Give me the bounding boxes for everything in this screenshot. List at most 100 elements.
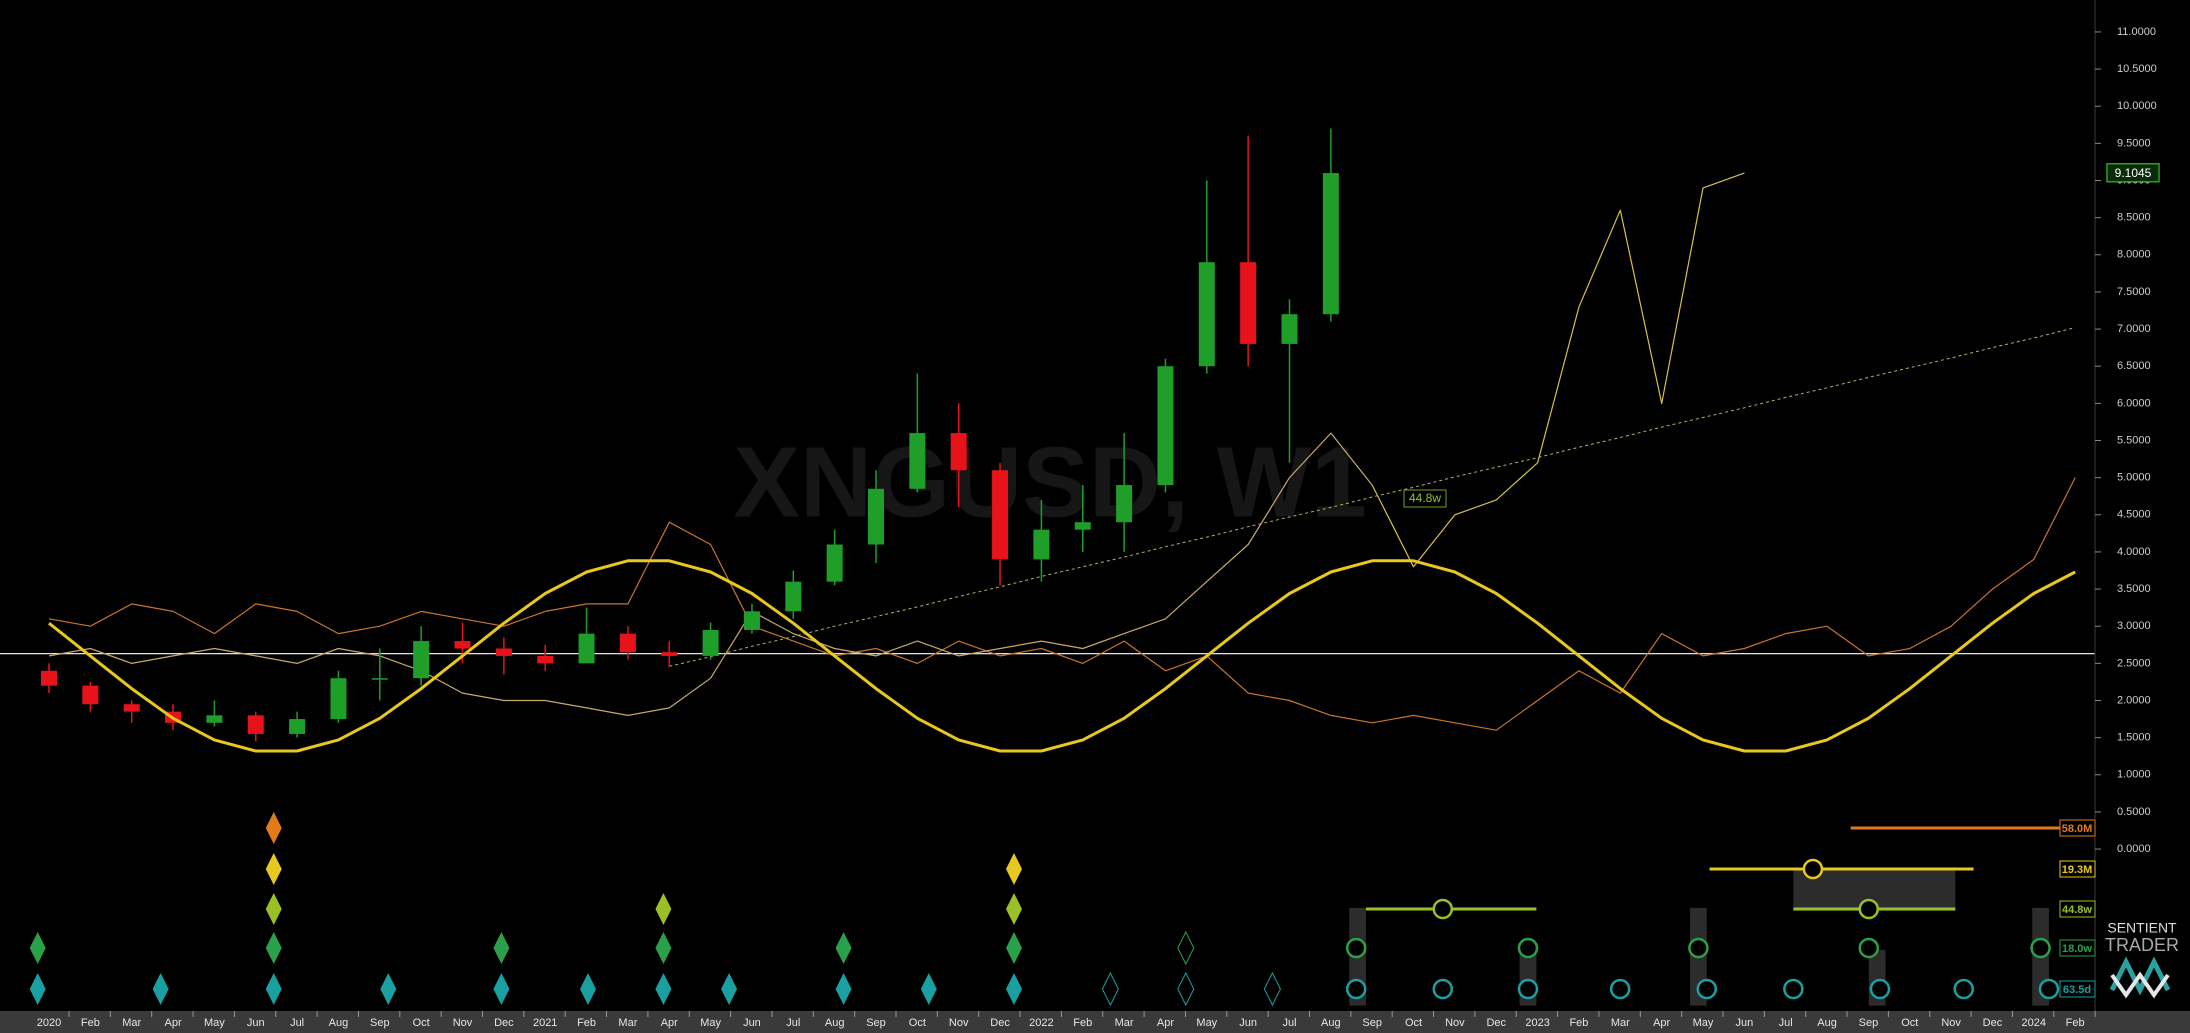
cycle-diamond <box>380 973 397 1005</box>
candle-body <box>413 641 430 679</box>
candle-body <box>41 670 57 686</box>
y-tick-label: 4.0000 <box>2117 546 2151 558</box>
y-tick-label: 0.5000 <box>2117 806 2151 818</box>
y-tick-label: 3.5000 <box>2117 583 2151 595</box>
x-tick-label: Feb <box>1569 1017 1588 1029</box>
y-tick-label: 7.5000 <box>2117 286 2151 298</box>
indicator-line <box>48 477 2076 731</box>
x-tick-label: Apr <box>661 1017 678 1029</box>
x-tick-label: May <box>700 1017 721 1029</box>
y-tick-label: 7.0000 <box>2117 323 2151 335</box>
cycle-circle <box>1953 978 1975 1000</box>
x-tick-label: Dec <box>1486 1017 1506 1029</box>
indicator-line <box>1371 172 1745 568</box>
candle-body <box>578 633 595 664</box>
x-tick-label: Dec <box>1983 1017 2003 1029</box>
x-tick-label: 2021 <box>533 1017 557 1029</box>
candle-body <box>289 719 306 734</box>
cycle-diamond-projected <box>1263 971 1281 1007</box>
cycle-diamond <box>493 932 510 964</box>
x-tick-label: Jun <box>1735 1017 1753 1029</box>
cycle-circle <box>1517 937 1539 959</box>
x-tick-label: Oct <box>1405 1017 1422 1029</box>
x-tick-label: Mar <box>1611 1017 1630 1029</box>
candle-body <box>702 629 719 656</box>
candle-body <box>661 652 678 656</box>
cycle-circle <box>1432 978 1454 1000</box>
cycle-label: 19.3M <box>2062 864 2093 876</box>
x-tick-label: Feb <box>577 1017 596 1029</box>
y-tick-label: 1.5000 <box>2117 732 2151 744</box>
y-tick-label: 2.5000 <box>2117 657 2151 669</box>
x-tick-label: 2020 <box>37 1017 61 1029</box>
cycle-diamond <box>1006 932 1023 964</box>
x-tick-label: Mar <box>122 1017 141 1029</box>
cycle-label: 63.5d <box>2063 984 2091 996</box>
cycle-diamond <box>655 973 672 1005</box>
candle-body <box>1281 314 1298 344</box>
x-tick-label: Mar <box>618 1017 637 1029</box>
cycle-circle <box>2030 937 2051 959</box>
cycle-diamond <box>265 893 282 925</box>
cycle-diamond <box>580 973 597 1005</box>
x-tick-label: Nov <box>1445 1017 1465 1029</box>
y-tick-label: 10.0000 <box>2117 100 2157 112</box>
candle-body <box>950 433 967 471</box>
candle-body <box>1157 366 1174 486</box>
x-tick-label: 2023 <box>1525 1017 1549 1029</box>
cycle-diamond <box>29 973 46 1005</box>
x-tick-label: Jul <box>1779 1017 1793 1029</box>
x-tick-label: Mar <box>1115 1017 1134 1029</box>
x-tick-label: Oct <box>413 1017 430 1029</box>
cycle-box <box>1403 489 1447 508</box>
x-tick-label: Sep <box>1362 1017 1382 1029</box>
x-tick-label: Aug <box>1817 1017 1837 1029</box>
cycle-circle <box>1869 978 1891 1000</box>
cycle-circle <box>1688 937 1709 959</box>
cycle-label: 58.0M <box>2062 823 2093 835</box>
logo-mark <box>2109 956 2171 996</box>
x-tick-label: Feb <box>2066 1017 2085 1029</box>
logo-line1: SENTIENT <box>2107 920 2177 936</box>
cycle-label-box <box>2059 860 2096 878</box>
candle-body <box>826 544 843 582</box>
candle-body <box>1240 262 1257 344</box>
candle-body <box>868 488 884 545</box>
cycle-circle <box>1858 937 1880 959</box>
x-tick-label: Apr <box>164 1017 181 1029</box>
cycle-circle <box>1609 978 1631 1000</box>
cycle-label-box <box>2059 939 2096 957</box>
cycle-diamond-projected <box>1101 971 1119 1007</box>
indicator-line <box>48 432 1373 716</box>
cycle-diamond <box>721 973 738 1005</box>
y-tick-label: 6.5000 <box>2117 360 2151 372</box>
cycle-diamond <box>655 932 672 964</box>
candle-body <box>619 633 636 653</box>
y-tick-label: 0.0000 <box>2117 843 2151 855</box>
candle-body <box>1322 173 1339 315</box>
logo-mark <box>2110 971 2170 999</box>
candle-body <box>495 648 512 656</box>
cycle-label-box <box>2059 980 2096 998</box>
candle-body <box>992 470 1009 560</box>
candle-body <box>371 678 388 680</box>
x-tick-label: Jul <box>290 1017 304 1029</box>
cycle-diamond-projected <box>1177 971 1195 1007</box>
y-tick-label: 4.5000 <box>2117 509 2151 521</box>
cycle-diamond <box>265 812 282 844</box>
cycle-diamond <box>265 853 282 885</box>
cycle-diamond <box>152 973 169 1005</box>
cycle-diamond <box>1006 973 1023 1005</box>
x-axis-band <box>0 1011 2190 1033</box>
cycle-diamond <box>835 932 852 964</box>
cycle-diamond <box>920 973 937 1005</box>
y-tick-label: 8.0000 <box>2117 249 2151 261</box>
y-tick-label: 9.5000 <box>2117 137 2151 149</box>
x-tick-label: Aug <box>825 1017 845 1029</box>
x-tick-label: Feb <box>1073 1017 1092 1029</box>
x-tick-label: Nov <box>1941 1017 1961 1029</box>
x-tick-label: Apr <box>1157 1017 1174 1029</box>
